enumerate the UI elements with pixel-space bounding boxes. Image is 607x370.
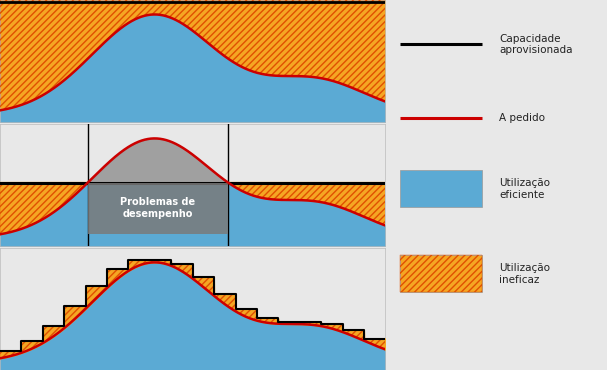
FancyBboxPatch shape <box>88 182 228 234</box>
Text: Problemas de
desempenho: Problemas de desempenho <box>120 198 195 219</box>
Text: Capacidade
aprovisionada: Capacidade aprovisionada <box>499 34 573 55</box>
Text: A pedido: A pedido <box>499 113 545 124</box>
Bar <box>400 255 482 292</box>
Bar <box>400 255 482 292</box>
Text: Utilização
ineficaz: Utilização ineficaz <box>499 263 551 285</box>
Text: Utilização
eficiente: Utilização eficiente <box>499 178 551 199</box>
Bar <box>400 170 482 207</box>
